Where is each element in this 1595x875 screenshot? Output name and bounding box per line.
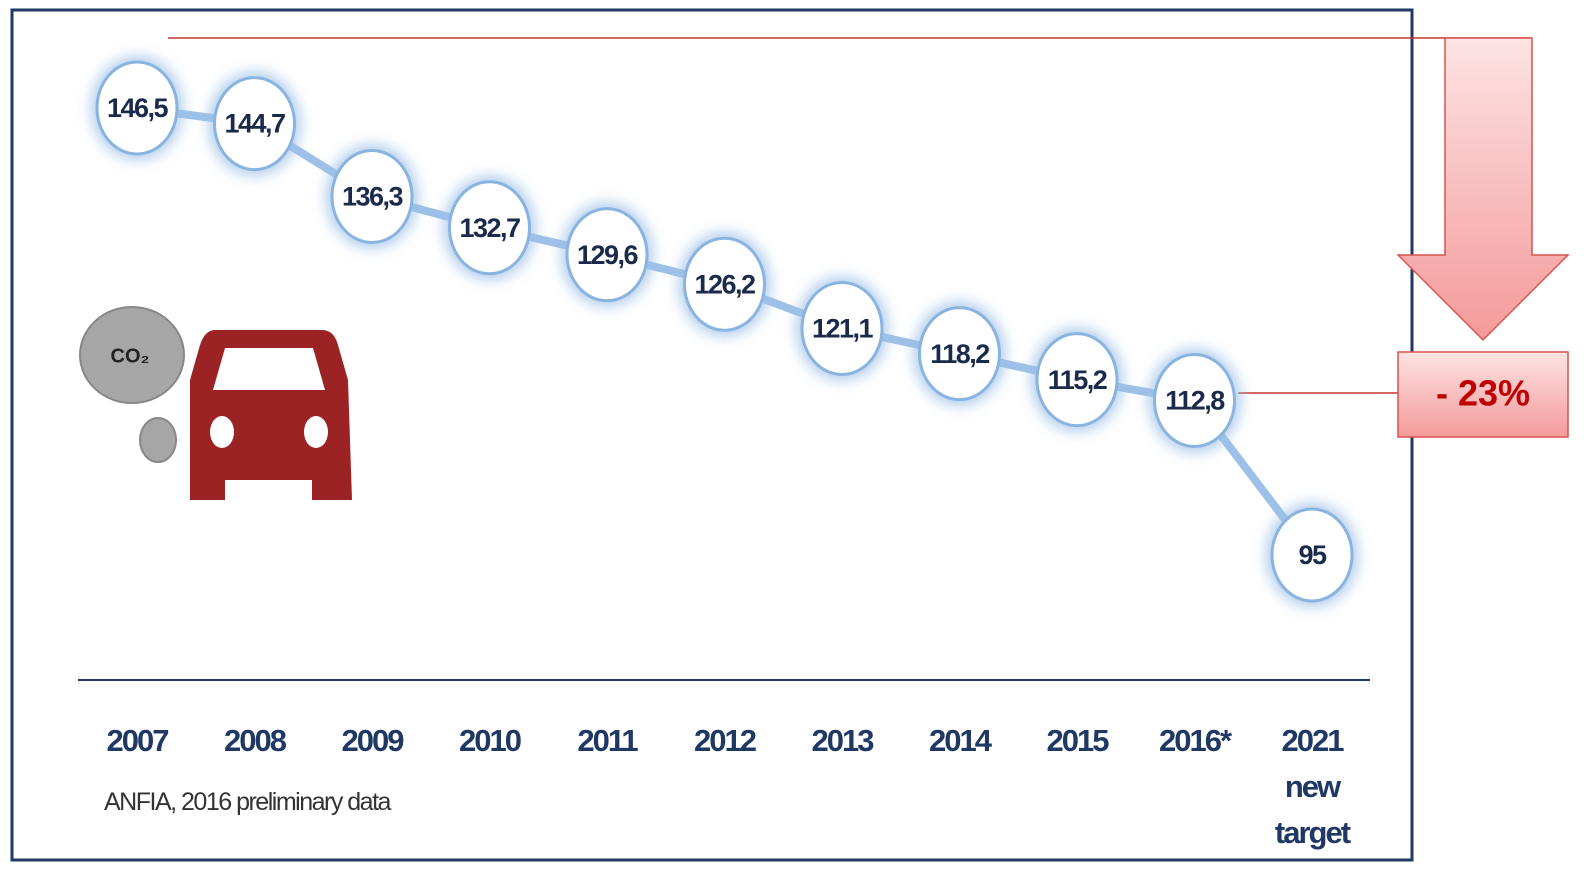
data-label: 132,7 xyxy=(459,213,520,243)
marker xyxy=(1270,507,1354,603)
x-tick-label: 2007 xyxy=(106,723,170,758)
marker xyxy=(683,236,766,332)
x-tick-label: 2014 xyxy=(929,723,992,758)
x-tick-label: 2008 xyxy=(224,723,287,758)
x-tick-label: 2015 xyxy=(1046,723,1110,758)
data-label: 129,6 xyxy=(577,240,639,270)
data-label: 112,8 xyxy=(1165,386,1225,416)
data-label: 121,1 xyxy=(812,314,874,344)
data-label: 146,5 xyxy=(107,93,169,123)
data-label: 126,2 xyxy=(694,269,755,299)
icon-label: CO₂ xyxy=(111,345,150,367)
x-tick-label: 2009 xyxy=(341,723,405,758)
marker xyxy=(565,207,649,303)
marker xyxy=(918,306,1001,402)
x-tick-label: 2012 xyxy=(694,723,757,758)
marker xyxy=(213,76,296,172)
x-tick-label: 2013 xyxy=(811,723,875,758)
marker xyxy=(330,149,414,245)
marker xyxy=(95,60,179,156)
x-tick-label: 2016* xyxy=(1158,723,1232,758)
marker xyxy=(448,180,531,276)
annotation-arrow: - 23% xyxy=(168,37,1570,438)
x-tick-label: 2021 new target xyxy=(1274,723,1351,850)
annotation: - 23% xyxy=(1436,373,1530,414)
data-label: 118,2 xyxy=(930,339,989,369)
source: ANFIA, 2016 preliminary data xyxy=(104,788,391,816)
icon: CO₂ xyxy=(79,306,352,500)
data-label: 95 xyxy=(1298,540,1327,570)
x-tick-label: 2010 xyxy=(459,723,522,758)
x-tick-label: 2011 xyxy=(577,723,638,758)
data-label: 144,7 xyxy=(224,109,285,139)
data-label: 136,3 xyxy=(342,182,404,212)
marker xyxy=(1153,353,1236,449)
data-label: 115,2 xyxy=(1048,365,1107,395)
marker xyxy=(800,280,884,376)
marker xyxy=(1035,332,1119,428)
